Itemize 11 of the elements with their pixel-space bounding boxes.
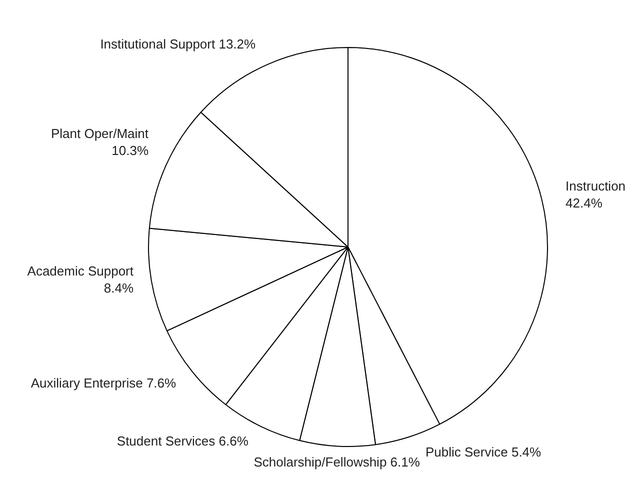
- slice-label: Auxiliary Enterprise 7.6%: [30, 376, 177, 391]
- slice-label: Institutional Support 13.2%: [100, 36, 256, 52]
- slice-label: Academic Support: [27, 263, 134, 278]
- data-label: 10.3%: [112, 143, 149, 158]
- slice-label: Scholarship/Fellowship 6.1%: [254, 454, 420, 470]
- slice-label: Student Services 6.6%: [116, 434, 249, 449]
- slice-label: Plant Oper/Maint: [50, 126, 149, 142]
- slice-label: Public Service 5.4%: [425, 444, 542, 460]
- data-label: 8.4%: [104, 280, 134, 296]
- data-label: 42.4%: [566, 196, 603, 211]
- slice-label: Instruction: [566, 178, 626, 194]
